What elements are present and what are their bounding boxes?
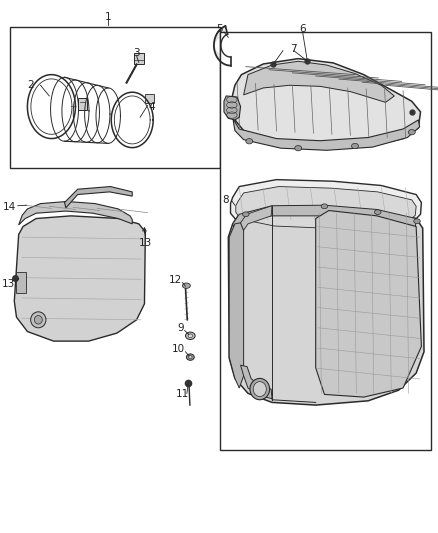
Polygon shape [236, 187, 416, 228]
Text: 9: 9 [177, 323, 184, 333]
Ellipse shape [243, 212, 249, 217]
Ellipse shape [31, 312, 46, 328]
Polygon shape [316, 211, 421, 397]
Polygon shape [233, 205, 416, 230]
Text: 4: 4 [148, 102, 155, 111]
Ellipse shape [35, 316, 42, 324]
Bar [145, 94, 155, 103]
Text: 3: 3 [133, 49, 140, 58]
Ellipse shape [321, 204, 328, 209]
Polygon shape [233, 117, 420, 150]
Text: 8: 8 [222, 195, 229, 205]
FancyBboxPatch shape [134, 53, 144, 64]
Polygon shape [244, 61, 394, 102]
Ellipse shape [414, 219, 420, 224]
Text: 13: 13 [2, 279, 15, 288]
Polygon shape [64, 187, 132, 208]
Text: 13: 13 [139, 238, 152, 247]
Ellipse shape [187, 354, 194, 360]
Text: 11: 11 [176, 390, 189, 399]
Ellipse shape [246, 139, 253, 144]
Text: 6: 6 [299, 25, 306, 34]
Text: 2: 2 [27, 80, 34, 90]
Text: 7: 7 [290, 44, 296, 54]
Bar [17, 272, 26, 293]
Polygon shape [228, 205, 424, 405]
Polygon shape [230, 180, 421, 230]
Polygon shape [224, 96, 240, 120]
Bar [219, 32, 431, 450]
Bar [10, 27, 219, 168]
Ellipse shape [295, 146, 302, 151]
Ellipse shape [408, 130, 415, 135]
Text: 10: 10 [172, 344, 185, 354]
Polygon shape [240, 206, 272, 230]
Ellipse shape [352, 143, 358, 149]
Polygon shape [19, 201, 132, 225]
Ellipse shape [183, 283, 191, 288]
Bar [78, 98, 87, 110]
Polygon shape [229, 223, 244, 388]
Ellipse shape [186, 332, 195, 340]
Text: 12: 12 [170, 275, 183, 285]
Ellipse shape [250, 378, 270, 400]
Polygon shape [230, 59, 420, 149]
Text: 5: 5 [216, 25, 223, 34]
Ellipse shape [374, 209, 381, 215]
Polygon shape [240, 365, 272, 399]
Ellipse shape [188, 334, 193, 338]
Text: 14: 14 [3, 202, 16, 212]
Text: 1: 1 [105, 12, 112, 22]
Ellipse shape [253, 382, 266, 397]
Polygon shape [14, 216, 145, 341]
Ellipse shape [189, 356, 192, 359]
